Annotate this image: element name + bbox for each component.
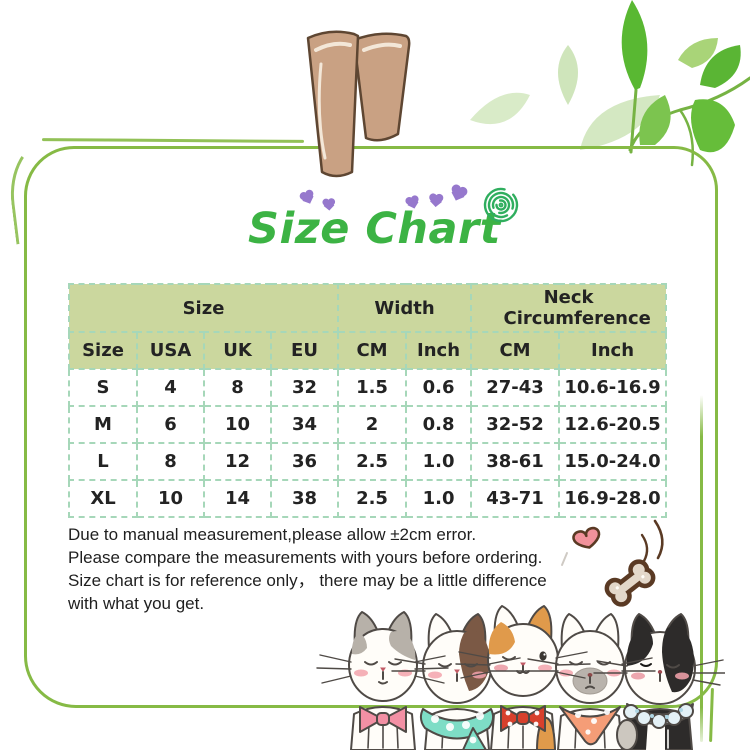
red-polka-dot-bow-tie-icon [500,705,546,732]
table-cell: 14 [203,479,272,518]
table-cell: 2 [337,405,408,444]
table-column-header-row: Size USA UK EU CM Inch CM Inch [68,331,668,370]
table-row: L 8 12 36 2.5 1.0 38-61 15.0-24.0 [68,442,668,481]
table-group-header-row: Size Width Neck Circumference [67,283,668,333]
table-cell: 12.6-20.5 [558,405,668,444]
green-leaves-icon [470,0,750,167]
table-cell: 15.0-24.0 [558,442,668,481]
table-cell: 10 [203,405,272,444]
table-cell: S [68,368,138,407]
table-cell: 38-61 [470,442,561,481]
table-cell: 32-52 [470,405,561,444]
card-border-sketch-line [41,138,305,143]
table-cell: 10.6-16.9 [558,368,668,407]
purple-heart-icon [321,198,336,212]
coral-polka-dot-bandana-icon [559,706,621,746]
column-header: CM [337,331,408,370]
table-cell: 38 [269,479,340,518]
cat-orange-patch-red-bow-winking [487,605,559,750]
table-cell: 43-71 [470,479,561,518]
table-row: M 6 10 34 2 0.8 32-52 12.6-20.5 [68,405,668,444]
table-cell: 34 [269,405,340,444]
column-header: CM [470,331,561,370]
wooden-clip-icon [306,30,411,178]
table-cell: 2.5 [337,479,408,518]
table-cell: 6 [136,405,205,444]
table-cell: 10 [136,479,205,518]
table-cell: 1.0 [405,479,473,518]
column-header: USA [136,331,205,370]
bone-and-heart-decoration [561,519,664,607]
table-cell: 27-43 [470,368,561,407]
pink-bow-tie-icon [359,706,407,733]
table-cell: XL [68,479,138,518]
table-cell: 12 [203,442,272,481]
cat-gray-white-pink-bow [348,611,418,750]
table-cell: 0.6 [405,368,473,407]
table-cell: 1.0 [405,442,473,481]
table-cell: M [68,405,138,444]
table-cell: 0.8 [405,405,473,444]
size-table: Size Width Neck Circumference Size USA U… [67,283,668,518]
card-border-sketch-right [700,395,703,742]
table-row: XL 10 14 38 2.5 1.0 43-71 16.9-28.0 [68,479,668,518]
five-cats-illustration: .cs{stroke:#4f4a46;stroke-width:2;stroke… [316,605,725,750]
table-cell: 36 [269,442,340,481]
group-header-size: Size [67,283,340,333]
teal-polka-dot-scarf-icon [419,708,495,750]
purple-heart-icon [427,193,444,209]
column-header: Inch [558,331,668,370]
disclaimer-line: with what you get. [68,594,205,613]
table-cell: 8 [136,442,205,481]
cat-brown-patch-teal-scarf [419,613,495,750]
table-cell: 1.5 [337,368,408,407]
group-header-width: Width [337,283,473,333]
table-row: S 4 8 32 1.5 0.6 27-43 10.6-16.9 [68,368,668,407]
group-header-neck: Neck Circumference [470,283,668,333]
table-cell: 8 [203,368,272,407]
card [24,146,718,708]
column-header: UK [203,331,272,370]
disclaimer-line: Due to manual measurement,please allow ±… [68,525,477,544]
table-cell: 4 [136,368,205,407]
cat-whiskers [316,651,725,686]
pink-heart-icon [572,526,601,549]
disclaimer-line: Please compare the measurements with you… [68,548,543,567]
table-cell: 2.5 [337,442,408,481]
table-cell: 32 [269,368,340,407]
column-header: Inch [405,331,473,370]
disclaimer-line: Size chart is for reference only， there … [68,571,547,590]
table-cell: L [68,442,138,481]
column-header: EU [269,331,340,370]
cat-gray-muzzle-coral-bandana [555,613,625,750]
dog-bone-icon [604,559,656,607]
green-spiral-icon [483,187,519,223]
disclaimer-text: Due to manual measurement,please allow ±… [68,523,598,615]
table-cell: 16.9-28.0 [558,479,668,518]
page-title: Size Chart [248,204,501,254]
cat-black-white-blue-ruffle [616,613,696,750]
column-header: Size [68,331,138,370]
blue-ruffle-collar-icon [623,703,694,729]
